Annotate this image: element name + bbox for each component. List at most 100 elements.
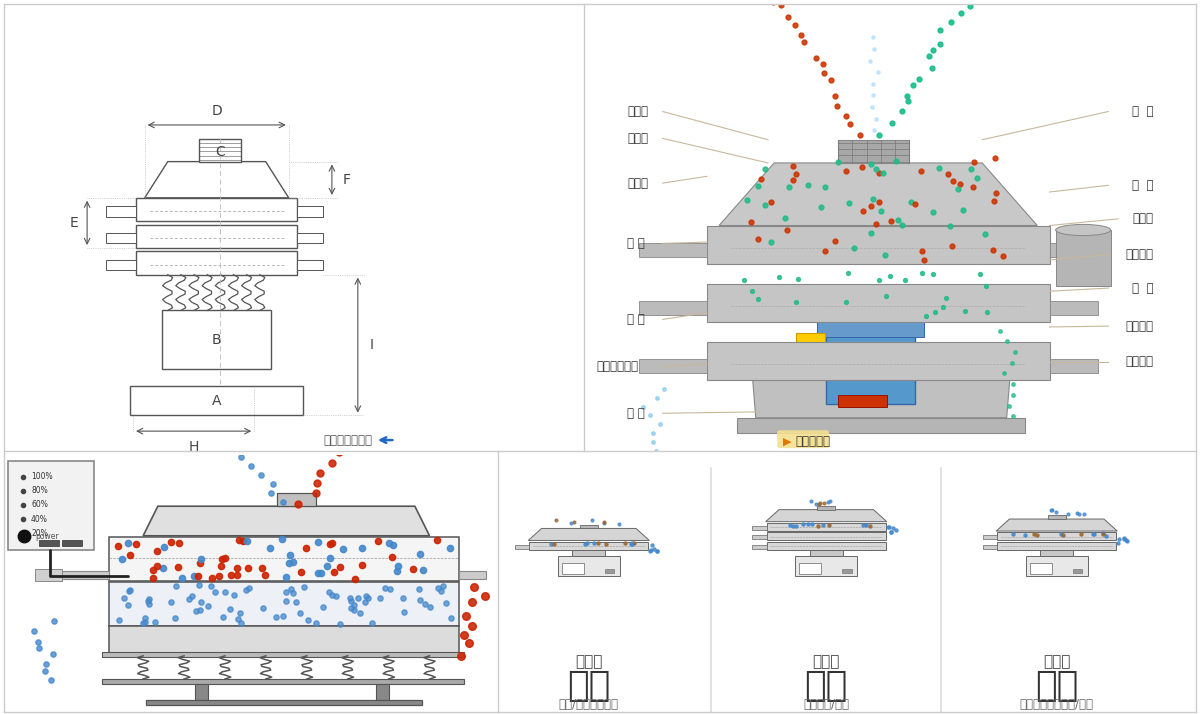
Bar bbox=[752, 545, 767, 548]
Bar bbox=[558, 556, 620, 575]
Bar bbox=[529, 541, 648, 550]
Text: 分级: 分级 bbox=[568, 669, 611, 703]
Bar bbox=[515, 545, 529, 548]
Bar bbox=[106, 233, 136, 243]
Bar bbox=[136, 198, 298, 221]
Bar bbox=[707, 226, 1050, 263]
Bar bbox=[56, 570, 109, 579]
Bar bbox=[109, 536, 458, 580]
Polygon shape bbox=[766, 510, 887, 522]
Text: 80%: 80% bbox=[31, 486, 48, 496]
Text: 运输固定螺栓: 运输固定螺栓 bbox=[596, 360, 638, 373]
Bar bbox=[136, 251, 298, 275]
Polygon shape bbox=[143, 506, 430, 536]
Text: 上部重锤: 上部重锤 bbox=[1126, 248, 1153, 261]
Text: I: I bbox=[370, 338, 373, 352]
Text: 筛  网: 筛 网 bbox=[1132, 105, 1153, 118]
Text: C: C bbox=[215, 145, 226, 159]
Bar bbox=[817, 506, 835, 510]
Bar bbox=[1073, 570, 1082, 573]
Text: 20%: 20% bbox=[31, 528, 48, 538]
Bar bbox=[62, 540, 82, 546]
Bar bbox=[997, 541, 1116, 550]
Bar bbox=[767, 532, 886, 540]
Text: 除杂: 除杂 bbox=[1036, 669, 1079, 703]
Text: 外形尺寸示意图: 外形尺寸示意图 bbox=[323, 433, 372, 446]
Bar bbox=[707, 342, 1050, 380]
Text: F: F bbox=[342, 173, 350, 187]
Bar bbox=[1030, 563, 1051, 573]
Ellipse shape bbox=[1056, 224, 1111, 236]
Bar bbox=[376, 683, 390, 700]
Bar bbox=[298, 259, 323, 270]
Bar bbox=[752, 536, 767, 539]
Text: 去除异物/结块: 去除异物/结块 bbox=[803, 698, 850, 710]
Text: 去除液体中的颗粒/异物: 去除液体中的颗粒/异物 bbox=[1020, 698, 1093, 710]
Bar bbox=[842, 570, 852, 573]
Bar bbox=[106, 259, 136, 270]
Text: B: B bbox=[212, 333, 222, 346]
Text: 振动电机: 振动电机 bbox=[1126, 320, 1153, 333]
Text: 双层式: 双层式 bbox=[1043, 654, 1070, 669]
Bar bbox=[839, 395, 887, 408]
Text: 40%: 40% bbox=[31, 515, 48, 523]
Bar bbox=[131, 386, 304, 416]
Bar bbox=[1048, 515, 1066, 519]
Bar bbox=[752, 526, 767, 530]
Bar bbox=[298, 206, 323, 216]
Bar bbox=[36, 569, 62, 580]
Text: 60%: 60% bbox=[31, 501, 48, 510]
Bar bbox=[277, 493, 316, 506]
Polygon shape bbox=[528, 528, 649, 540]
Bar bbox=[109, 626, 458, 656]
Bar bbox=[199, 139, 241, 161]
Bar bbox=[109, 581, 458, 625]
Text: 结构示意图: 结构示意图 bbox=[796, 435, 830, 448]
Bar bbox=[817, 321, 924, 337]
Bar bbox=[1056, 230, 1111, 286]
Bar bbox=[796, 333, 824, 355]
Bar bbox=[1050, 301, 1098, 315]
Text: A: A bbox=[212, 393, 222, 408]
Bar bbox=[1050, 358, 1098, 373]
Text: D: D bbox=[211, 104, 222, 119]
Bar bbox=[1050, 243, 1098, 257]
Bar bbox=[707, 283, 1050, 321]
Bar bbox=[194, 683, 209, 700]
Text: 网  架: 网 架 bbox=[1132, 178, 1153, 192]
Polygon shape bbox=[752, 380, 1009, 418]
Bar bbox=[640, 301, 707, 315]
Text: H: H bbox=[188, 440, 199, 454]
Bar bbox=[8, 461, 94, 550]
Polygon shape bbox=[996, 519, 1117, 531]
FancyBboxPatch shape bbox=[778, 431, 829, 448]
Bar bbox=[102, 653, 464, 657]
Bar bbox=[162, 311, 271, 368]
Bar bbox=[810, 550, 842, 556]
Text: 单层式: 单层式 bbox=[575, 654, 602, 669]
Bar bbox=[298, 233, 323, 243]
Bar bbox=[145, 700, 422, 705]
Bar bbox=[102, 679, 464, 683]
Text: 出料口: 出料口 bbox=[628, 176, 648, 190]
Bar bbox=[983, 536, 997, 539]
Text: 弹 簧: 弹 簧 bbox=[628, 313, 644, 326]
Bar bbox=[580, 525, 598, 528]
Bar bbox=[640, 358, 707, 373]
Text: 防尘盖: 防尘盖 bbox=[628, 132, 648, 145]
Text: 机 座: 机 座 bbox=[628, 407, 644, 420]
Bar bbox=[572, 550, 606, 556]
Bar bbox=[640, 243, 707, 257]
Bar bbox=[1026, 556, 1088, 575]
Bar bbox=[826, 326, 914, 404]
Bar bbox=[562, 563, 583, 573]
Polygon shape bbox=[719, 163, 1037, 226]
Bar bbox=[605, 570, 614, 573]
Text: 100%: 100% bbox=[31, 472, 53, 481]
Text: ▶: ▶ bbox=[784, 436, 792, 446]
Bar bbox=[136, 225, 298, 248]
Bar bbox=[997, 532, 1116, 540]
Bar bbox=[106, 206, 136, 216]
Bar bbox=[767, 541, 886, 550]
Bar bbox=[983, 545, 997, 548]
